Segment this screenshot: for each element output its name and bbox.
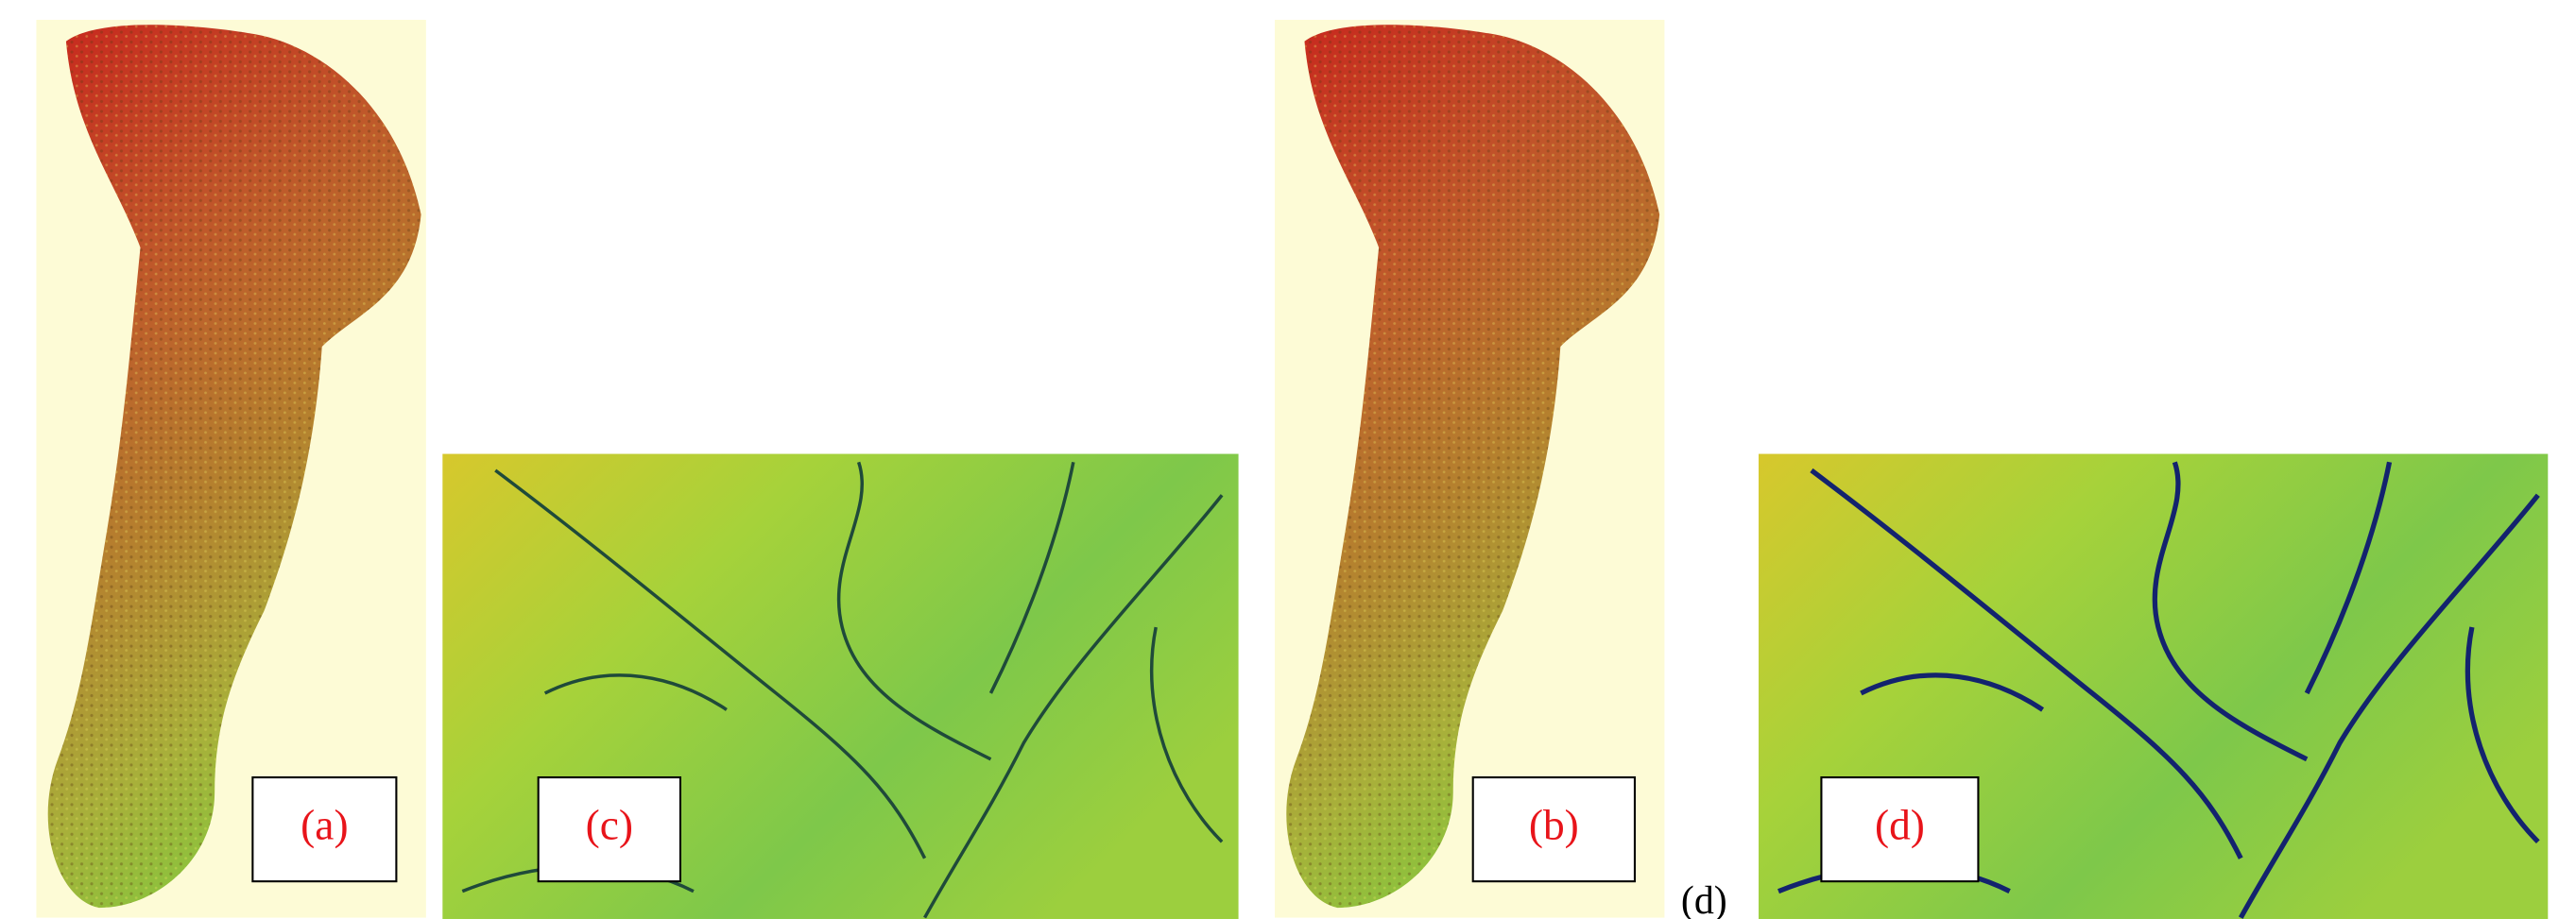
figure: (a) (c) (b) (d) [0,0,2576,919]
panel-a: (a) [36,20,425,918]
panel-label: (d) [1875,802,1925,849]
panel-label: (c) [586,802,633,849]
panel-b: (b) [1275,20,1664,918]
panel-d: (d) [1759,454,2548,919]
caption: (d) [1681,879,1727,919]
panel-c: (c) [442,454,1238,919]
page: (a) (c) (b) (d) [0,0,2576,919]
panel-label: (a) [301,802,348,849]
panel-label: (b) [1529,802,1579,849]
